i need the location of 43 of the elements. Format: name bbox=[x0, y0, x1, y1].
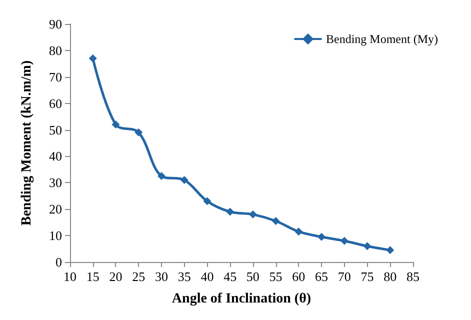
point bbox=[134, 128, 143, 136]
y-tick-label: 20 bbox=[49, 202, 62, 217]
x-tick-label: 15 bbox=[86, 269, 100, 284]
y-tick-label: 10 bbox=[49, 228, 62, 244]
x-tick-label: 10 bbox=[64, 269, 76, 284]
point bbox=[248, 210, 257, 218]
y-tick-label: 80 bbox=[49, 42, 62, 58]
x-tick-label: 85 bbox=[406, 269, 420, 284]
point bbox=[112, 120, 120, 128]
y-tick-label: 90 bbox=[49, 16, 62, 32]
point bbox=[88, 54, 97, 62]
y-tick-label: 50 bbox=[49, 122, 62, 138]
y-tick-label: 60 bbox=[49, 96, 62, 111]
point bbox=[226, 208, 234, 216]
point bbox=[180, 176, 188, 184]
point bbox=[157, 172, 166, 180]
x-tick-label: 45 bbox=[224, 269, 237, 284]
y-axis-title: Bending Moment (kN.m/m) bbox=[20, 60, 34, 226]
x-tick-label: 80 bbox=[384, 269, 397, 284]
x-tick-label: 30 bbox=[154, 269, 168, 284]
point bbox=[363, 242, 372, 250]
y-tick-label: 40 bbox=[49, 148, 62, 164]
point bbox=[294, 228, 303, 236]
x-tick-label: 60 bbox=[292, 269, 306, 284]
x-tick-label: 25 bbox=[132, 269, 146, 284]
point bbox=[272, 217, 280, 226]
x-tick-label: 40 bbox=[200, 269, 214, 284]
x-tick-label: 75 bbox=[360, 269, 374, 284]
legend-label: Bending Moment (My) bbox=[326, 32, 438, 46]
y-tick-label: 0 bbox=[56, 254, 62, 270]
x-axis-title: Angle of Inclination (θ) bbox=[172, 292, 312, 306]
point bbox=[340, 236, 348, 245]
x-tick-label: 35 bbox=[178, 269, 191, 284]
point bbox=[318, 232, 326, 241]
y-tick-label: 30 bbox=[49, 175, 62, 190]
point bbox=[203, 197, 212, 206]
y-tick-label: 70 bbox=[49, 69, 62, 84]
x-tick-label: 55 bbox=[269, 269, 282, 284]
x-tick-label: 70 bbox=[338, 269, 351, 284]
x-tick-label: 20 bbox=[109, 269, 122, 284]
x-tick-label: 50 bbox=[246, 269, 260, 284]
point bbox=[386, 246, 394, 254]
x-tick-label: 65 bbox=[315, 269, 328, 284]
